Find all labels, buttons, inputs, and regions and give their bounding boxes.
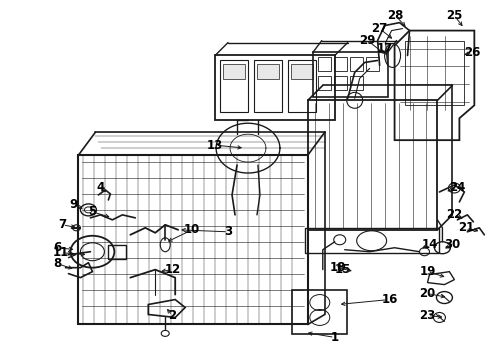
- Text: 16: 16: [381, 293, 398, 306]
- Text: 11: 11: [52, 246, 69, 259]
- Bar: [254, 60, 282, 112]
- Bar: [350, 76, 363, 90]
- Text: 3: 3: [224, 225, 232, 238]
- Bar: [334, 58, 347, 71]
- Bar: [334, 76, 347, 90]
- Text: 12: 12: [165, 263, 181, 276]
- Text: 29: 29: [360, 34, 376, 47]
- Text: 21: 21: [458, 221, 474, 234]
- Text: 22: 22: [446, 208, 463, 221]
- Text: 20: 20: [419, 287, 436, 300]
- Bar: [318, 76, 331, 90]
- Text: 10: 10: [184, 223, 200, 236]
- Bar: [308, 100, 438, 230]
- Bar: [350, 58, 363, 71]
- Text: 24: 24: [449, 181, 466, 194]
- Bar: [313, 53, 388, 97]
- Bar: [318, 58, 331, 71]
- Bar: [288, 60, 316, 112]
- Text: 27: 27: [371, 22, 388, 35]
- Text: 2: 2: [168, 309, 176, 322]
- Bar: [215, 55, 335, 120]
- Text: 26: 26: [464, 46, 481, 59]
- Bar: [78, 155, 308, 324]
- Text: 4: 4: [97, 181, 104, 194]
- Text: 17: 17: [376, 42, 392, 55]
- Bar: [257, 64, 279, 80]
- Text: 13: 13: [207, 139, 223, 152]
- Bar: [405, 41, 465, 105]
- Text: 28: 28: [388, 9, 404, 22]
- Bar: [305, 228, 440, 253]
- Bar: [291, 64, 313, 80]
- Text: 7: 7: [58, 218, 67, 231]
- Bar: [366, 58, 379, 71]
- Text: 1: 1: [331, 331, 339, 344]
- Text: 15: 15: [335, 263, 351, 276]
- Text: 19: 19: [419, 265, 436, 278]
- Text: 25: 25: [446, 9, 463, 22]
- Bar: [223, 64, 245, 80]
- Bar: [220, 60, 248, 112]
- Text: 8: 8: [53, 257, 62, 270]
- Bar: [108, 245, 126, 259]
- Text: 6: 6: [53, 241, 62, 254]
- Text: 30: 30: [444, 238, 461, 251]
- Text: 5: 5: [88, 205, 97, 219]
- Text: 23: 23: [419, 309, 436, 322]
- Text: 18: 18: [330, 261, 346, 274]
- Text: 9: 9: [70, 198, 77, 211]
- Text: 14: 14: [421, 238, 438, 251]
- Bar: [292, 289, 347, 334]
